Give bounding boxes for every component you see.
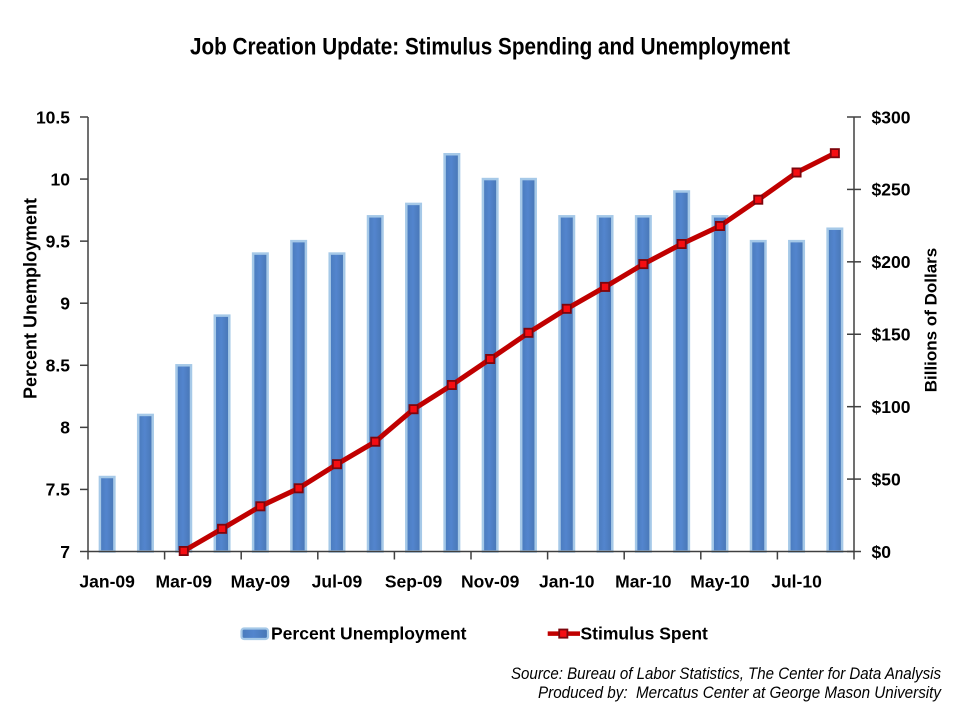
svg-text:9: 9 <box>60 294 70 314</box>
svg-text:May-10: May-10 <box>690 572 750 592</box>
svg-text:10: 10 <box>51 169 71 189</box>
svg-text:$150: $150 <box>872 325 911 345</box>
svg-text:Stimulus Spent: Stimulus Spent <box>581 624 709 644</box>
svg-text:Sep-09: Sep-09 <box>385 572 443 592</box>
svg-text:$200: $200 <box>872 252 911 272</box>
svg-text:Percent Unemployment: Percent Unemployment <box>271 624 467 644</box>
svg-text:Mar-09: Mar-09 <box>156 572 213 592</box>
svg-text:10.5: 10.5 <box>36 107 70 127</box>
svg-text:Job Creation Update: Stimulus: Job Creation Update: Stimulus Spending a… <box>190 34 790 61</box>
svg-text:7.5: 7.5 <box>46 480 71 500</box>
svg-text:$100: $100 <box>872 397 911 417</box>
svg-text:Jul-09: Jul-09 <box>312 572 363 592</box>
svg-text:Jan-09: Jan-09 <box>79 572 135 592</box>
svg-text:7: 7 <box>60 542 70 562</box>
svg-text:Percent Unemployment: Percent Unemployment <box>21 198 41 399</box>
svg-text:$250: $250 <box>872 180 911 200</box>
svg-text:Billions of Dollars: Billions of Dollars <box>922 248 941 393</box>
svg-text:Nov-09: Nov-09 <box>461 572 520 592</box>
svg-text:May-09: May-09 <box>231 572 291 592</box>
svg-text:8.5: 8.5 <box>46 356 71 376</box>
svg-text:8: 8 <box>60 418 70 438</box>
svg-text:Mar-10: Mar-10 <box>615 572 672 592</box>
svg-text:Jan-10: Jan-10 <box>539 572 595 592</box>
svg-text:$300: $300 <box>872 107 911 127</box>
svg-text:Source: Bureau of Labor Statis: Source: Bureau of Labor Statistics, The … <box>511 664 941 683</box>
svg-text:9.5: 9.5 <box>46 231 71 251</box>
svg-text:$0: $0 <box>872 542 892 562</box>
svg-text:Produced by: Mercatus Center: Produced by: Mercatus Center at George M… <box>538 683 942 702</box>
svg-text:$50: $50 <box>872 469 901 489</box>
svg-text:Jul-10: Jul-10 <box>771 572 822 592</box>
